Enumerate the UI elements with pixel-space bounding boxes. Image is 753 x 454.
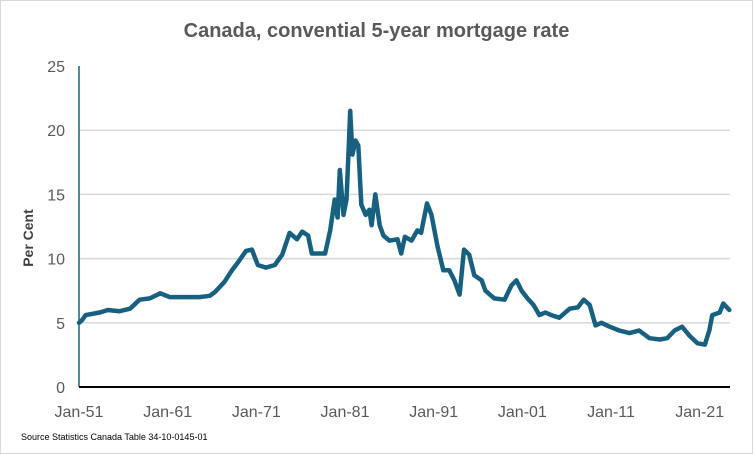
x-tick-label: Jan-61: [143, 404, 192, 421]
y-tick-label: 5: [56, 316, 65, 333]
x-tick-label: Jan-91: [409, 404, 458, 421]
y-tick-label: 20: [47, 123, 65, 140]
x-tick-label: Jan-21: [675, 404, 724, 421]
x-tick-label: Jan-11: [587, 404, 635, 421]
y-tick-label: 15: [47, 187, 65, 204]
x-tick-label: Jan-01: [498, 404, 547, 421]
y-tick-label: 10: [47, 252, 65, 269]
chart-title: Canada, convential 5-year mortgage rate: [183, 20, 570, 42]
x-tick-label: Jan-51: [55, 404, 104, 421]
series-line: [76, 108, 732, 347]
y-tick-label: 0: [56, 380, 65, 397]
x-tick-label: Jan-71: [232, 404, 281, 421]
y-tick-label: 25: [47, 59, 65, 76]
source-note: Source Statistics Canada Table 34-10-014…: [21, 432, 208, 442]
x-tick-label: Jan-81: [321, 404, 370, 421]
